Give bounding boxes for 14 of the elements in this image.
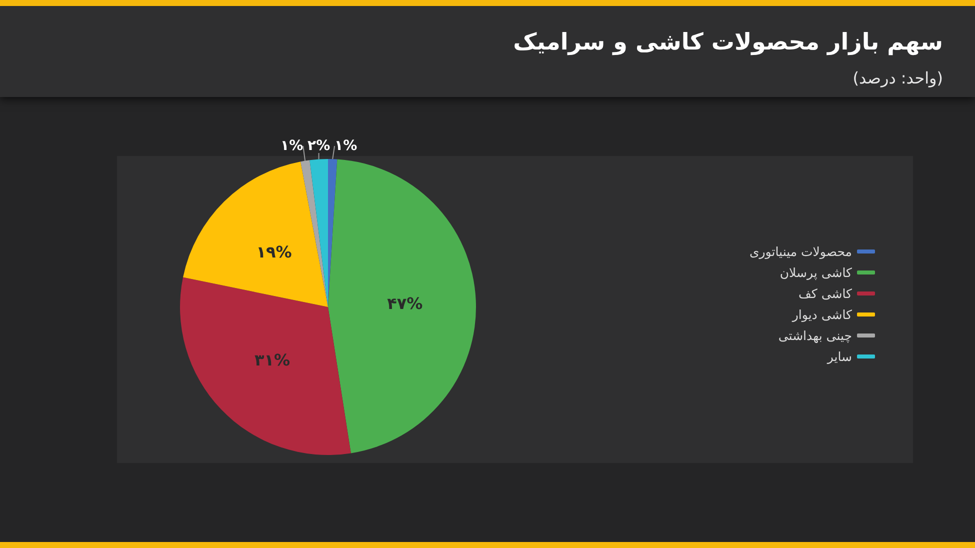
chart-subtitle: (واحد: درصد) <box>852 68 944 88</box>
data-label: ۳۱% <box>254 350 290 370</box>
legend-label: کاشی پرسلان <box>780 265 852 281</box>
legend-label: کاشی کف <box>798 286 852 301</box>
legend-label: محصولات مینیاتوری <box>749 244 852 260</box>
legend-label: سایر <box>826 349 852 365</box>
data-label: ۱۹% <box>256 242 292 262</box>
data-label: ۴۷% <box>387 294 423 313</box>
data-label: ۱% <box>334 138 358 154</box>
data-label: ۱% <box>280 138 304 154</box>
chart-title: سهم بازار محصولات کاشی و سرامیک <box>513 30 944 56</box>
legend-label: چینی بهداشتی <box>778 328 852 344</box>
data-label: ۲% <box>308 138 330 154</box>
legend-label: کاشی دیوار <box>791 307 852 323</box>
